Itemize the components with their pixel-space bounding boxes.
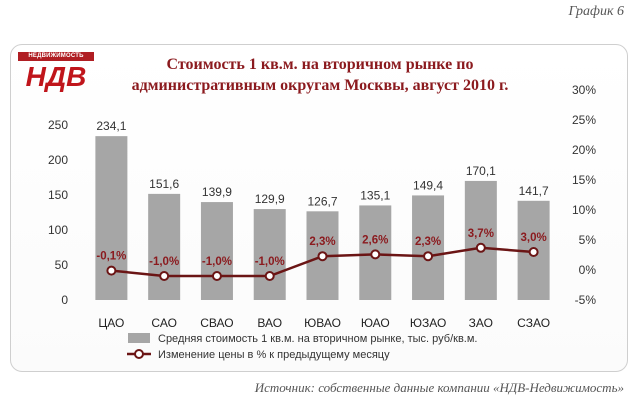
bar-value-label: 170,1 (466, 164, 496, 178)
line-point (423, 251, 434, 262)
line-point (159, 271, 170, 281)
line-point (317, 251, 328, 262)
x-tick-label: ЮВАО (304, 316, 341, 330)
legend-line-label: Изменение цены в % к предыдущему месяцу (158, 349, 390, 361)
line-value-label: -0,1% (96, 251, 126, 263)
y-left-tick-label: 100 (48, 223, 68, 237)
x-tick-label: ЮАО (361, 316, 390, 330)
y-right-tick-label: 25% (572, 113, 596, 127)
line-value-label: 3,7% (468, 228, 494, 240)
bar-value-label: 135,1 (360, 188, 390, 202)
y-right-tick-label: 0% (579, 263, 597, 277)
y-left-tick-label: 150 (48, 188, 68, 202)
bar-value-label: 126,7 (307, 194, 337, 208)
y-right-tick-label: 5% (579, 233, 597, 247)
y-right-tick-label: 30% (572, 83, 596, 97)
y-right-tick-label: 10% (572, 203, 596, 217)
bar (464, 180, 497, 300)
line-point (370, 249, 381, 260)
bar (253, 209, 286, 300)
bar-value-label: 234,1 (96, 119, 126, 133)
logo-main-text: НДВ (25, 61, 87, 92)
line-value-label: 2,3% (309, 236, 335, 248)
line-value-label: -1,0% (202, 256, 232, 268)
y-left-tick-label: 250 (48, 118, 68, 132)
bar-value-label: 129,9 (255, 192, 285, 206)
y-left-tick-label: 0 (61, 293, 68, 307)
line-value-label: -1,0% (255, 256, 285, 268)
bar (200, 202, 233, 300)
bar-value-label: 151,6 (149, 177, 179, 191)
source-note: Источник: собственные данные компании «Н… (254, 380, 624, 395)
chart-title-line-1: Стоимость 1 кв.м. на вторичном рынке по (166, 56, 474, 73)
line-point (528, 247, 539, 257)
x-tick-label: ЮЗАО (410, 316, 446, 330)
legend-line-marker (134, 349, 144, 359)
x-tick-label: САО (151, 316, 176, 330)
line-point (106, 265, 117, 276)
y-left-tick-label: 50 (55, 258, 69, 272)
chart-title-line-2: административным округам Москвы, август … (131, 77, 509, 94)
x-tick-label: СВАО (200, 316, 233, 330)
line-value-label: 3,0% (521, 232, 547, 244)
line-value-label: -1,0% (149, 256, 179, 268)
chart-title: Стоимость 1 кв.м. на вторичном рынке по … (110, 54, 530, 96)
y-right-tick-label: 20% (572, 143, 596, 157)
line-point (475, 242, 486, 253)
legend-bar-label: Средняя стоимость 1 кв.м. на вторичном р… (158, 333, 477, 345)
x-tick-label: СЗАО (517, 316, 550, 330)
line-point (211, 271, 222, 281)
bar (148, 193, 181, 300)
x-tick-label: ЗАО (469, 316, 493, 330)
company-logo: НЕДВИЖИМОСТЬ НДВ (18, 52, 94, 92)
x-tick-label: ЦАО (98, 316, 124, 330)
bar (412, 195, 445, 300)
logo-top-text: НЕДВИЖИМОСТЬ (18, 52, 94, 61)
bar-value-label: 149,4 (413, 178, 443, 192)
graph-number-label: График 6 (568, 4, 624, 19)
y-right-tick-label: -5% (575, 293, 597, 307)
line-point (264, 271, 275, 281)
y-right-tick-label: 15% (572, 173, 596, 187)
bar-value-label: 141,7 (519, 184, 549, 198)
line-value-label: 2,3% (415, 236, 441, 248)
y-left-tick-label: 200 (48, 153, 68, 167)
legend-bar-swatch (128, 333, 150, 343)
x-tick-label: ВАО (257, 316, 282, 330)
bar-value-label: 139,9 (202, 185, 232, 199)
line-value-label: 2,6% (362, 234, 388, 246)
